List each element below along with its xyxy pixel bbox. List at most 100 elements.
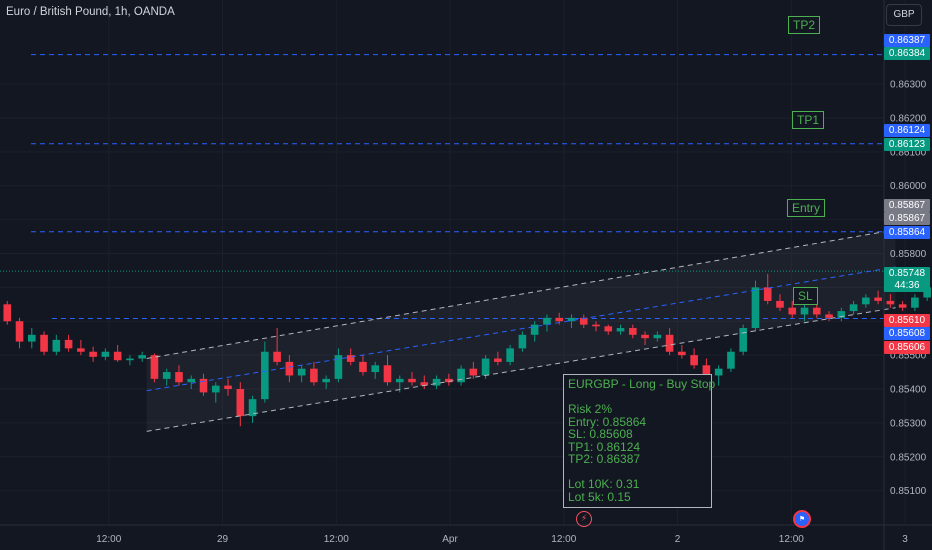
candle-body[interactable]: [653, 334, 662, 339]
candle-body[interactable]: [751, 287, 760, 329]
candle-body[interactable]: [40, 334, 48, 352]
candle-body[interactable]: [678, 351, 686, 356]
candle-body[interactable]: [3, 304, 12, 322]
candle-body[interactable]: [52, 339, 61, 352]
candle-body[interactable]: [89, 351, 97, 357]
candle-body[interactable]: [445, 378, 453, 383]
candle-body[interactable]: [383, 365, 392, 383]
candle-body[interactable]: [763, 287, 772, 301]
candlestick-series[interactable]: [0, 243, 932, 427]
time-axis-tick-label: 12:00: [779, 534, 804, 545]
channel-mid-line[interactable]: [146, 266, 896, 392]
candle-body[interactable]: [322, 378, 330, 383]
candle-body[interactable]: [224, 385, 232, 390]
candle-body[interactable]: [126, 358, 134, 361]
lightning-icon[interactable]: ⚡: [576, 511, 592, 527]
candle-body[interactable]: [727, 351, 735, 369]
candle-body[interactable]: [849, 304, 858, 312]
candle-body[interactable]: [297, 368, 306, 376]
flag-icon[interactable]: ⚑: [793, 510, 811, 528]
candle-body[interactable]: [162, 372, 171, 379]
candle-body[interactable]: [27, 334, 36, 342]
candle-body[interactable]: [187, 378, 196, 383]
candle-body[interactable]: [481, 358, 490, 376]
candle-body[interactable]: [15, 321, 24, 342]
candle-body[interactable]: [702, 365, 711, 376]
candle-body[interactable]: [604, 326, 613, 332]
candle-body[interactable]: [138, 355, 146, 359]
channel-background[interactable]: [146, 229, 896, 432]
candle-body[interactable]: [837, 311, 846, 318]
candle-body[interactable]: [923, 287, 931, 298]
candle-body[interactable]: [506, 348, 514, 362]
candle-body[interactable]: [199, 378, 208, 393]
channel-lines[interactable]: [146, 229, 896, 432]
tp1-label[interactable]: TP1: [792, 111, 825, 129]
candle-body[interactable]: [310, 368, 318, 383]
candle-body[interactable]: [690, 355, 698, 366]
price-level-lines[interactable]: [0, 54, 884, 320]
candle-body[interactable]: [788, 307, 797, 315]
candle-body[interactable]: [555, 317, 564, 322]
candle-body[interactable]: [420, 382, 429, 386]
candle-body[interactable]: [530, 324, 539, 335]
candle-body[interactable]: [518, 334, 527, 349]
candle-body[interactable]: [592, 324, 600, 327]
tp2-label[interactable]: TP2: [788, 16, 821, 34]
candle-body[interactable]: [346, 355, 355, 362]
candle-body[interactable]: [101, 351, 110, 357]
candle-body[interactable]: [886, 300, 895, 305]
sl-label[interactable]: SL: [793, 287, 818, 305]
candle-body[interactable]: [543, 317, 551, 325]
candle-body[interactable]: [874, 297, 882, 301]
candle-body[interactable]: [457, 368, 465, 383]
candle-body[interactable]: [334, 355, 343, 379]
price-axis-tick-label: 0.85400: [890, 385, 927, 396]
candle-body[interactable]: [494, 358, 502, 362]
candle-body[interactable]: [248, 399, 257, 417]
candle-body[interactable]: [825, 314, 833, 318]
candle-body[interactable]: [236, 389, 245, 417]
candle-body[interactable]: [616, 328, 625, 332]
candle-body[interactable]: [359, 361, 367, 373]
candle-body[interactable]: [898, 304, 907, 308]
candle-body[interactable]: [714, 368, 723, 376]
candle-body[interactable]: [579, 317, 588, 325]
channel-lower-line[interactable]: [146, 307, 896, 432]
candle-body[interactable]: [64, 339, 73, 349]
trade-info-box[interactable]: EURGBP - Long - Buy Stop Risk 2% Entry: …: [563, 374, 715, 508]
candle-body[interactable]: [408, 378, 416, 383]
parallel-channel[interactable]: [146, 229, 896, 432]
candle-body[interactable]: [628, 328, 637, 335]
candle-body[interactable]: [432, 378, 441, 386]
candle-body[interactable]: [911, 297, 919, 308]
candle-body[interactable]: [273, 351, 281, 362]
candle-body[interactable]: [665, 334, 674, 352]
candle-body[interactable]: [395, 378, 404, 383]
candle-body[interactable]: [113, 351, 122, 361]
candle-body[interactable]: [739, 328, 747, 352]
candle-body[interactable]: [812, 307, 821, 315]
price-tag: 0.85748: [884, 267, 930, 280]
candle-body[interactable]: [77, 348, 85, 352]
candle-body[interactable]: [371, 365, 380, 373]
candle-body[interactable]: [150, 355, 159, 379]
currency-button[interactable]: GBP: [886, 4, 922, 26]
candle-body[interactable]: [641, 334, 649, 339]
candle-body[interactable]: [211, 385, 220, 393]
candle-body[interactable]: [800, 307, 809, 315]
candle-body[interactable]: [469, 368, 478, 376]
candle-body[interactable]: [862, 297, 870, 305]
price-axis-tick-label: 0.85500: [890, 351, 927, 362]
entry-label[interactable]: Entry: [787, 199, 826, 217]
symbol-title[interactable]: Euro / British Pound, 1h, OANDA: [6, 6, 175, 18]
candle-body[interactable]: [567, 317, 576, 322]
channel-upper-line[interactable]: [146, 229, 896, 360]
candle-body[interactable]: [175, 372, 183, 383]
candle-body[interactable]: [285, 361, 294, 376]
price-axis-tick-label: 0.85100: [890, 486, 927, 497]
candle-body[interactable]: [776, 300, 784, 308]
price-axis-tick-label: 0.85300: [890, 418, 927, 429]
candle-body[interactable]: [261, 351, 269, 400]
